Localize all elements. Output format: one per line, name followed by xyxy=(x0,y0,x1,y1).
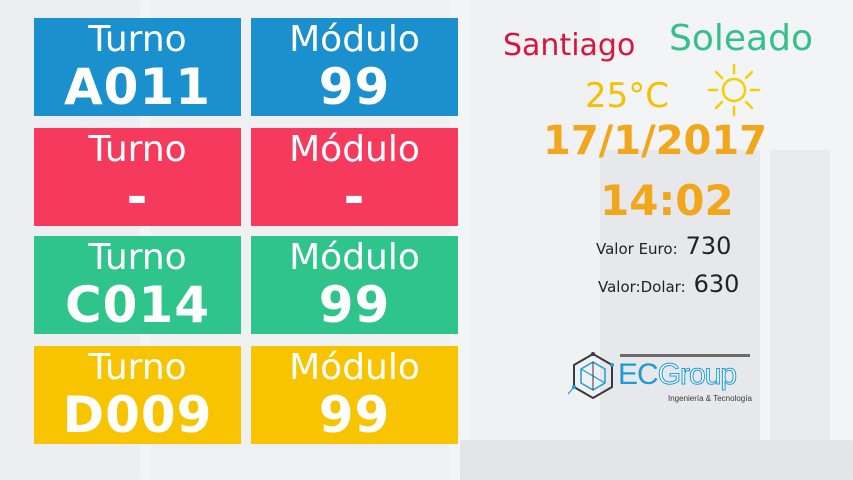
sun-icon xyxy=(707,63,761,117)
background-panel xyxy=(470,0,600,480)
modulo-value: 99 xyxy=(318,386,391,444)
turno-tile-4: Turno D009 xyxy=(34,346,241,444)
background-panel xyxy=(770,150,830,480)
temperature: 25°C xyxy=(585,76,670,116)
modulo-tile-4: Módulo 99 xyxy=(251,346,458,444)
logo-bar xyxy=(620,354,750,357)
modulo-tile-2: Módulo - xyxy=(251,128,458,226)
modulo-value: 99 xyxy=(318,276,391,334)
weather-condition: Soleado xyxy=(669,18,813,59)
dolar-rate: Valor:Dolar: 630 xyxy=(598,270,739,298)
dolar-rate-label: Valor:Dolar: xyxy=(598,278,686,296)
turno-label: Turno xyxy=(88,237,187,278)
background-panel xyxy=(460,440,853,480)
turno-value: - xyxy=(126,168,149,226)
ecgroup-logo: ECGroup Ingeniería & Tecnología xyxy=(568,348,758,408)
hexagon-circuit-icon xyxy=(568,352,614,400)
euro-rate: Valor Euro: 730 xyxy=(596,232,731,260)
modulo-label: Módulo xyxy=(289,347,420,388)
background-panel xyxy=(600,150,760,480)
modulo-value: - xyxy=(343,168,366,226)
turno-tile-1: Turno A011 xyxy=(34,18,241,116)
logo-tagline: Ingeniería & Tecnología xyxy=(668,394,752,403)
turno-tile-3: Turno C014 xyxy=(34,236,241,334)
modulo-tile-1: Módulo 99 xyxy=(251,18,458,116)
turno-value: D009 xyxy=(62,386,213,444)
turno-tile-2: Turno - xyxy=(34,128,241,226)
turno-label: Turno xyxy=(88,129,187,170)
modulo-value: 99 xyxy=(318,58,391,116)
current-time: 14:02 xyxy=(600,176,734,225)
turno-label: Turno xyxy=(88,347,187,388)
euro-rate-value: 730 xyxy=(685,232,732,260)
turno-value: C014 xyxy=(64,276,211,334)
current-date: 17/1/2017 xyxy=(543,118,768,164)
modulo-label: Módulo xyxy=(289,19,420,60)
turno-value: A011 xyxy=(63,58,212,116)
modulo-tile-3: Módulo 99 xyxy=(251,236,458,334)
turno-label: Turno xyxy=(88,19,187,60)
modulo-label: Módulo xyxy=(289,237,420,278)
logo-brand: ECGroup xyxy=(618,358,738,392)
city-name: Santiago xyxy=(503,28,636,63)
dolar-rate-value: 630 xyxy=(693,270,740,298)
euro-rate-label: Valor Euro: xyxy=(596,240,678,258)
modulo-label: Módulo xyxy=(289,129,420,170)
